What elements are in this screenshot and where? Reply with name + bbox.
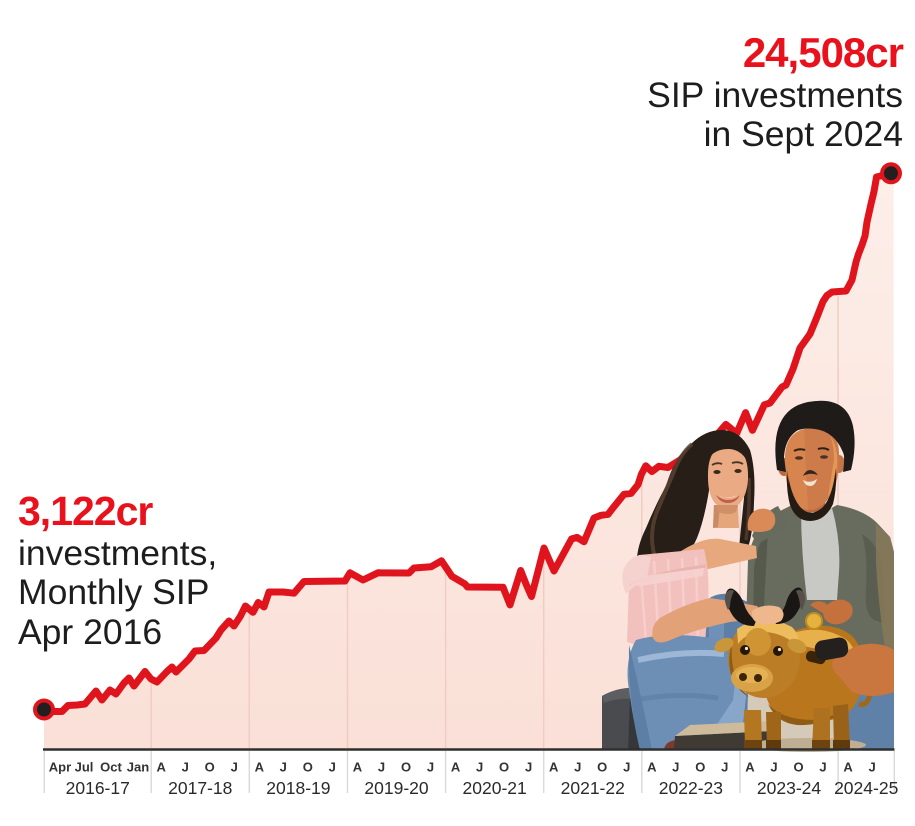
svg-text:A: A <box>255 760 265 775</box>
svg-text:A: A <box>451 760 461 775</box>
svg-text:A: A <box>647 760 657 775</box>
svg-text:J: J <box>427 760 434 775</box>
svg-text:J: J <box>476 760 483 775</box>
svg-text:J: J <box>623 760 630 775</box>
svg-text:Jul: Jul <box>75 760 94 775</box>
svg-text:J: J <box>329 760 336 775</box>
svg-text:2016-17: 2016-17 <box>66 778 130 798</box>
svg-text:J: J <box>819 760 826 775</box>
svg-text:2022-23: 2022-23 <box>659 778 723 798</box>
svg-text:J: J <box>672 760 679 775</box>
svg-text:2020-21: 2020-21 <box>463 778 527 798</box>
svg-text:Jan: Jan <box>127 760 149 775</box>
svg-text:O: O <box>303 760 313 775</box>
svg-text:O: O <box>205 760 215 775</box>
svg-text:J: J <box>770 760 777 775</box>
svg-text:J: J <box>231 760 238 775</box>
svg-text:A: A <box>843 760 853 775</box>
svg-text:O: O <box>793 760 803 775</box>
svg-text:J: J <box>280 760 287 775</box>
svg-text:J: J <box>525 760 532 775</box>
svg-text:O: O <box>401 760 411 775</box>
svg-text:2019-20: 2019-20 <box>364 778 428 798</box>
svg-text:A: A <box>157 760 167 775</box>
svg-text:J: J <box>378 760 385 775</box>
svg-text:A: A <box>745 760 755 775</box>
svg-text:2017-18: 2017-18 <box>168 778 232 798</box>
svg-text:O: O <box>695 760 705 775</box>
svg-text:A: A <box>353 760 363 775</box>
svg-text:Apr: Apr <box>49 760 71 775</box>
svg-text:2024-25: 2024-25 <box>834 778 898 798</box>
svg-text:2021-22: 2021-22 <box>561 778 625 798</box>
svg-text:O: O <box>597 760 607 775</box>
svg-text:J: J <box>574 760 581 775</box>
svg-text:A: A <box>549 760 559 775</box>
svg-text:J: J <box>182 760 189 775</box>
svg-text:J: J <box>868 760 875 775</box>
svg-text:2018-19: 2018-19 <box>266 778 330 798</box>
svg-text:O: O <box>499 760 509 775</box>
svg-text:J: J <box>721 760 728 775</box>
svg-text:2023-24: 2023-24 <box>757 778 821 798</box>
svg-text:Oct: Oct <box>100 760 122 775</box>
